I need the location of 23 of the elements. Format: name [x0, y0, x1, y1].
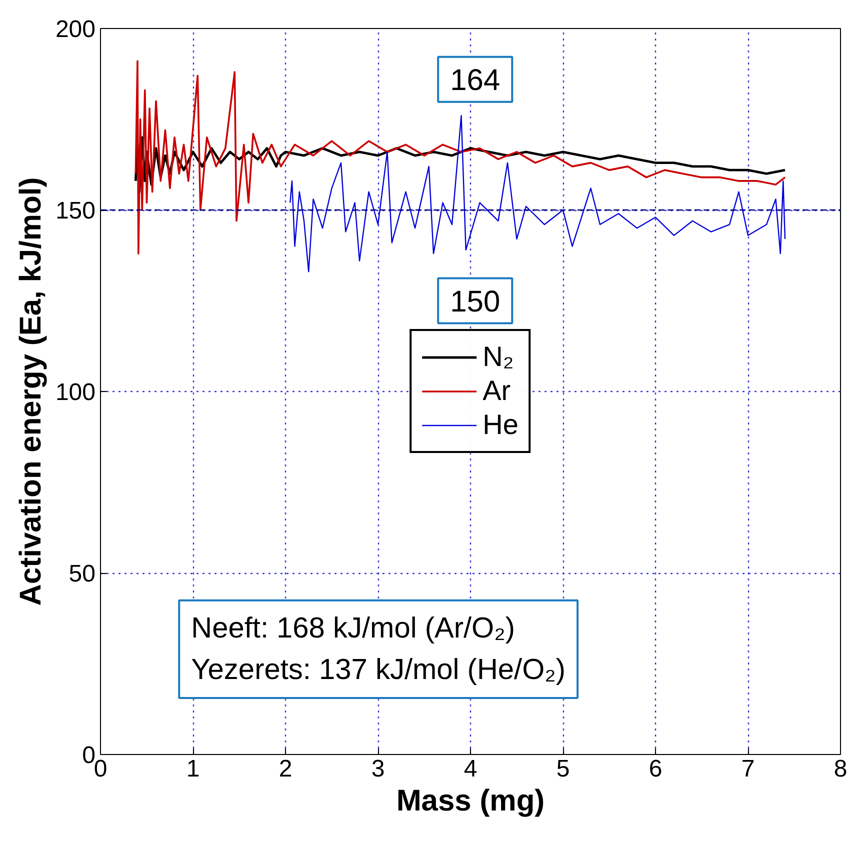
annotation: 164 [450, 64, 500, 97]
y-tick-label: 150 [55, 198, 96, 224]
y-tick-label: 50 [68, 560, 96, 588]
x-axis-title: Mass (mg) [396, 784, 545, 818]
annotation: 150 [450, 285, 500, 318]
x-tick-label: 4 [464, 756, 478, 782]
legend-label: N₂ [482, 341, 514, 373]
x-tick-label: 8 [834, 756, 848, 782]
line-series [134, 60, 786, 254]
y-tick-label: 200 [55, 16, 96, 43]
x-tick-label: 1 [186, 756, 200, 782]
legend-label: He [482, 409, 518, 441]
x-tick-label: 3 [371, 756, 385, 782]
x-tick-label: 5 [556, 756, 570, 782]
x-tick-label: 2 [278, 756, 292, 782]
line-series [290, 115, 786, 272]
line-series [134, 136, 786, 194]
y-tick-label: 100 [55, 379, 96, 406]
y-axis-title: Activation energy (Ea, kJ/mol) [14, 177, 48, 606]
legend-label: Ar [482, 375, 511, 407]
x-tick-label: 7 [741, 756, 755, 782]
annotation: Neeft: 168 kJ/mol (Ar/O₂) Yezerets: 137 kJ/mol (He/O₂) [191, 612, 566, 686]
x-tick-label: 6 [648, 756, 662, 782]
